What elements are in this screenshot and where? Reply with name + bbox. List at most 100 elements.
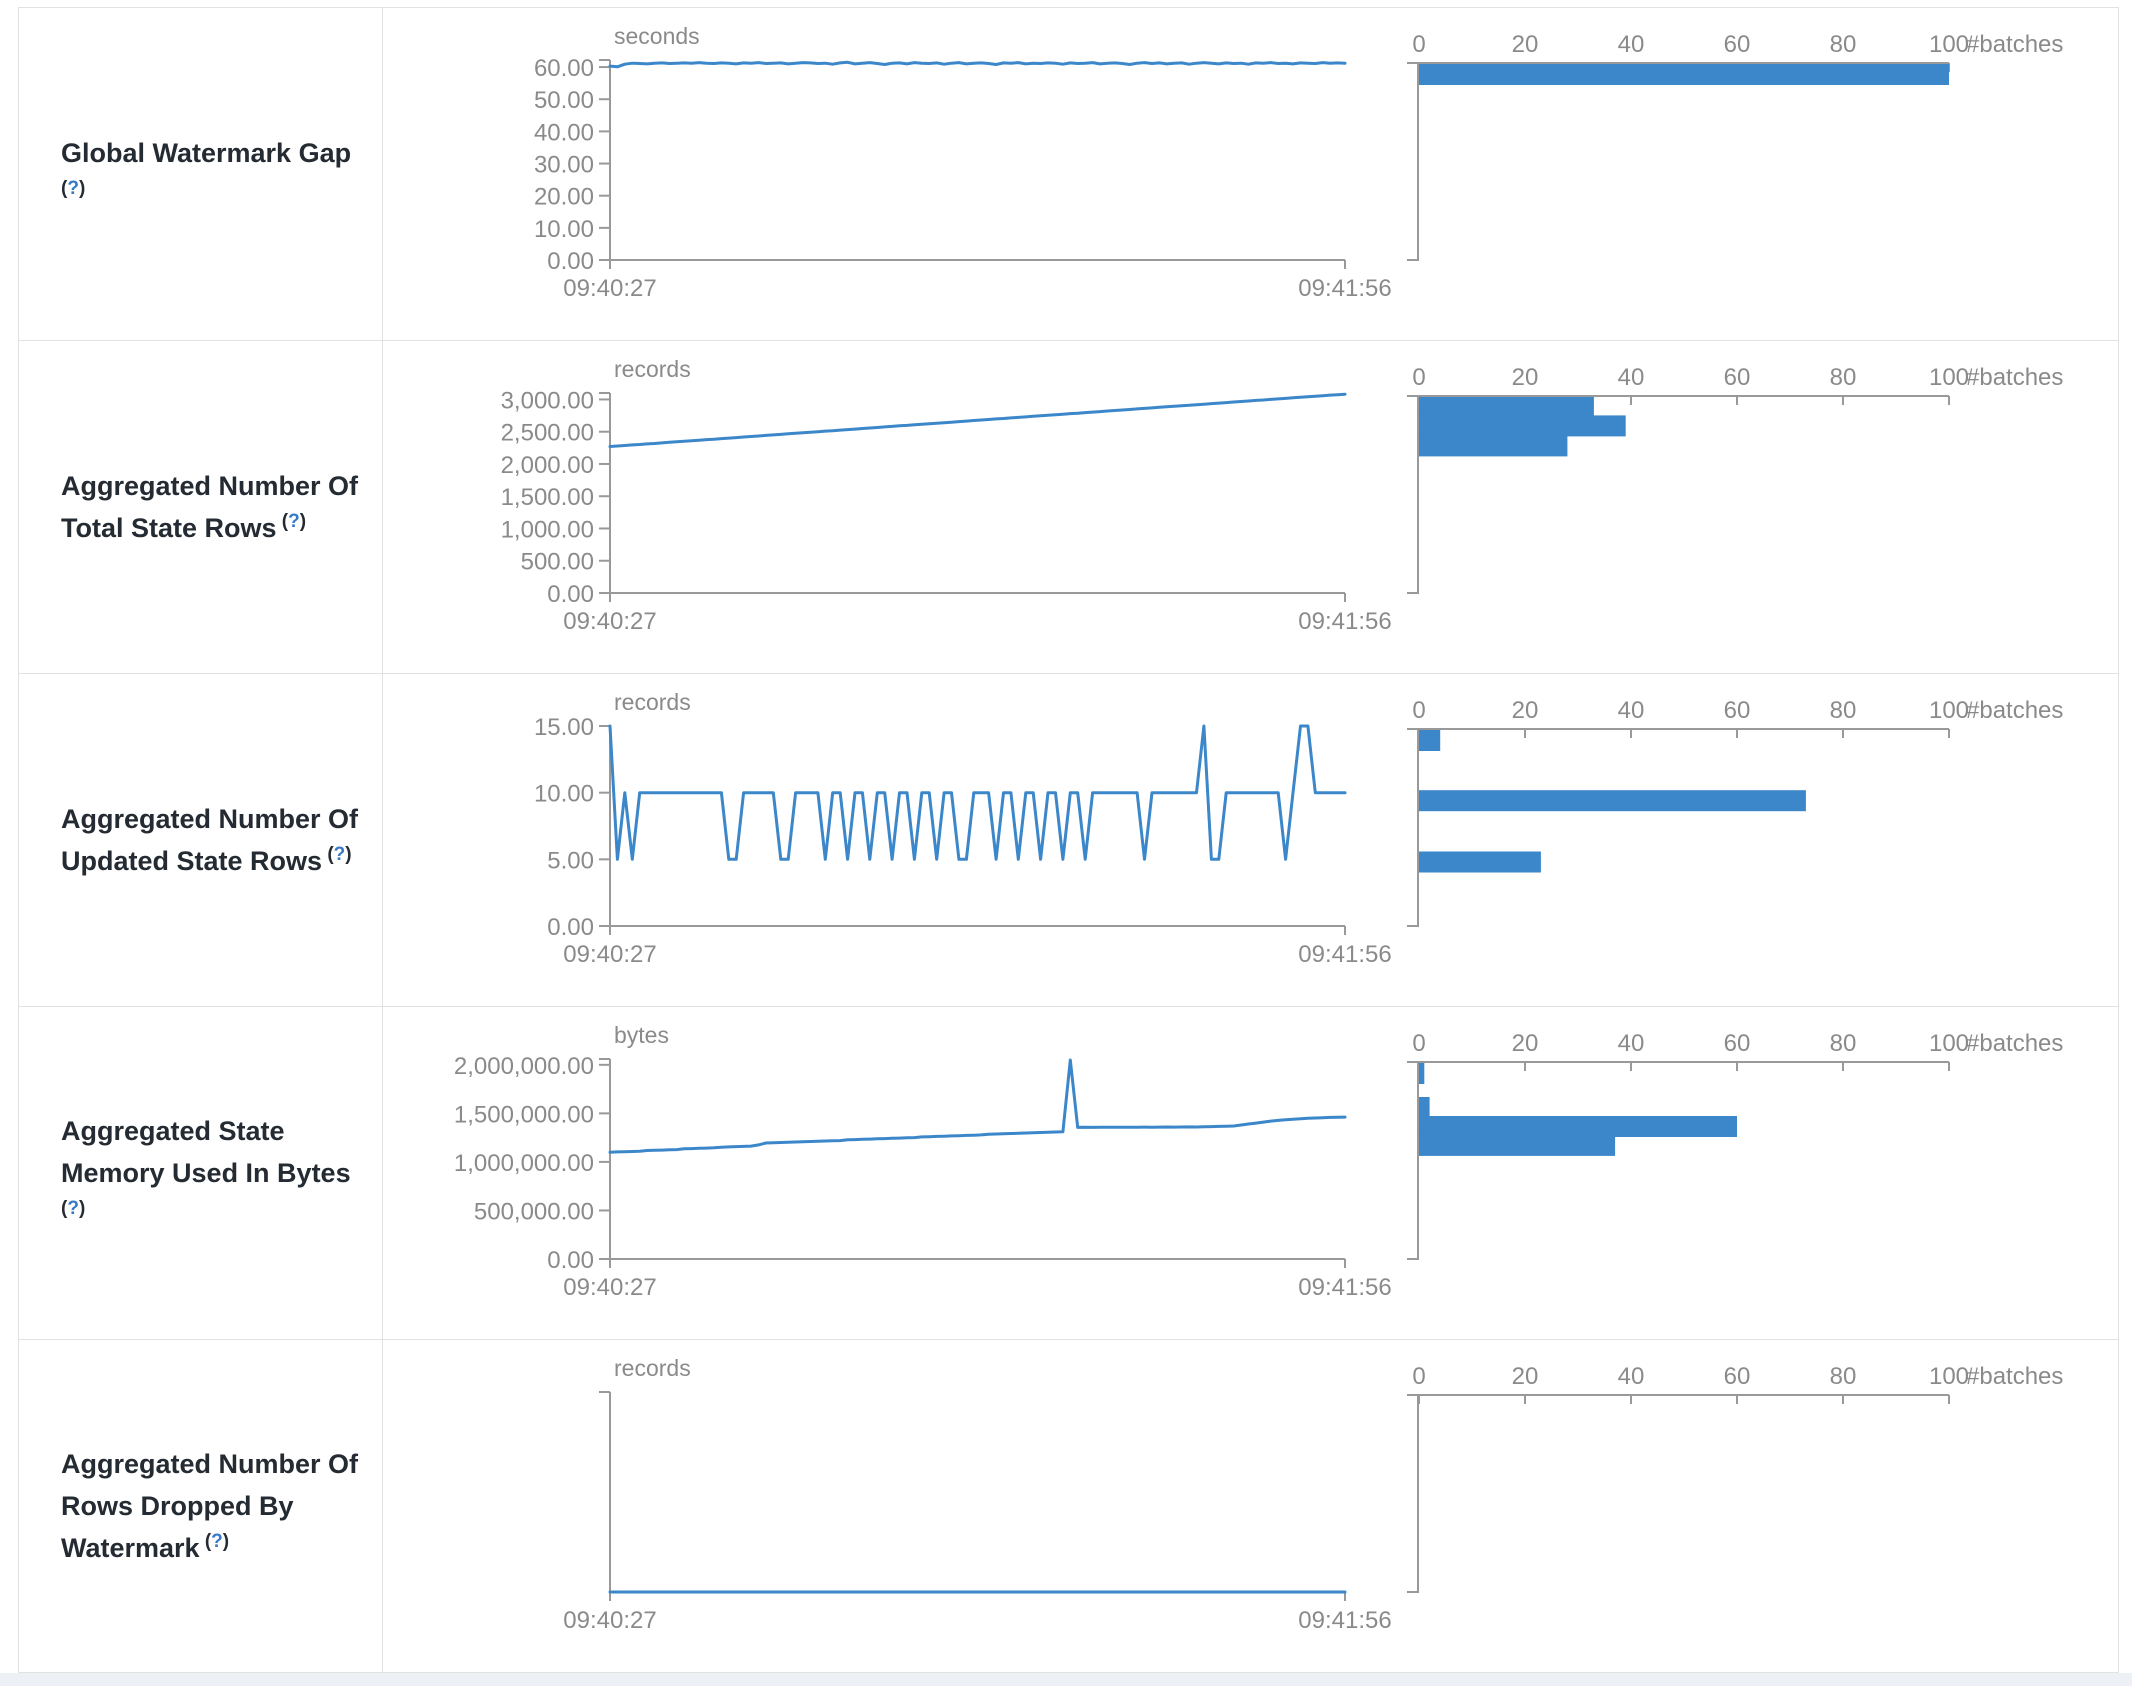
help-tooltip-marker[interactable]: (?) [199, 1531, 230, 1552]
y-tick-label: 500.00 [521, 549, 594, 576]
histogram-tick-label: 100 [1929, 1030, 1969, 1057]
x-axis-end-label: 09:41:56 [1298, 1274, 1391, 1301]
unit-label: records [614, 356, 691, 382]
timeline-series-line [608, 724, 1347, 861]
metric-label-cell: Global Watermark Gap (?) [19, 8, 383, 340]
metric-charts-svg: records 09:40:27 09:41:56 0 20 40 60 80 100#batc… [563, 1355, 2063, 1634]
metric-label-cell: Aggregated Number Of Updated State Rows … [19, 674, 383, 1006]
line-chart-axes [609, 1059, 1345, 1260]
y-tick-label: 10.00 [534, 216, 594, 243]
x-axis-end-label: 09:41:56 [1298, 941, 1391, 968]
histogram-tick-label: 0 [1412, 697, 1425, 724]
line-chart-axes [609, 1392, 1345, 1593]
timeline-series-line [608, 392, 1347, 448]
histogram-tick-label: 80 [1830, 1363, 1857, 1390]
histogram-tick-label: 60 [1724, 1030, 1751, 1057]
histogram-bar [1419, 1097, 1430, 1118]
histogram-tick-label: 0 [1412, 31, 1425, 58]
histogram-unit-label: #batches [1966, 697, 2063, 724]
y-tick-label: 30.00 [534, 152, 594, 179]
y-tick-label: 5.00 [547, 847, 594, 874]
histogram-tick-label: 20 [1512, 364, 1539, 391]
histogram-tick-label: 80 [1830, 364, 1857, 391]
footer-strip [0, 1673, 2132, 1686]
histogram-tick-label: 20 [1512, 31, 1539, 58]
y-tick-label: 1,000,000.00 [454, 1150, 594, 1177]
x-axis-start-label: 09:40:27 [563, 1607, 656, 1634]
histogram-tick-label: 60 [1724, 697, 1751, 724]
histogram-bar [1419, 790, 1806, 812]
histogram-tick-label: 0 [1412, 364, 1425, 391]
histogram-bar [1419, 851, 1541, 873]
timeline-series-line [608, 60, 1347, 69]
metric-label-text: Global Watermark Gap [61, 138, 352, 168]
metric-label: Aggregated Number Of Updated State Rows … [61, 798, 360, 882]
question-mark-icon: ? [288, 511, 300, 532]
y-tick-label: 20.00 [534, 184, 594, 211]
histogram-tick-label: 100 [1929, 697, 1969, 724]
line-chart-axes [609, 60, 1345, 261]
histogram-bar [1419, 397, 1594, 418]
y-tick-label: 0.00 [547, 914, 594, 941]
help-tooltip-marker[interactable]: (?) [61, 1198, 86, 1219]
metric-row: Aggregated State Memory Used In Bytes (?… [19, 1007, 2118, 1340]
unit-label: records [614, 1355, 691, 1381]
unit-label: bytes [614, 1022, 669, 1048]
y-tick-label: 0.00 [547, 1247, 594, 1274]
histogram-tick-label: 40 [1618, 1030, 1645, 1057]
y-tick-label: 1,500,000.00 [454, 1101, 594, 1128]
line-chart-axes [609, 393, 1345, 594]
x-axis-start-label: 09:40:27 [563, 1274, 656, 1301]
histogram-tick-label: 20 [1512, 697, 1539, 724]
histogram-bar [1419, 1134, 1616, 1156]
help-tooltip-marker[interactable]: (?) [61, 178, 86, 199]
metric-label-text: Aggregated Number Of Updated State Rows [61, 804, 359, 876]
histogram-tick-label: 40 [1618, 364, 1645, 391]
metric-label-cell: Aggregated State Memory Used In Bytes (?… [19, 1007, 383, 1339]
question-mark-icon: ? [211, 1531, 223, 1552]
y-tick-label: 3,000.00 [501, 387, 594, 414]
metric-charts-svg: seconds 60.00 50.00 40.00 30.00 20.00 10.00 0.0… [534, 23, 2063, 302]
y-tick-label: 2,000,000.00 [454, 1053, 594, 1080]
histogram-tick-label: 80 [1830, 1030, 1857, 1057]
y-tick-label: 60.00 [534, 55, 594, 82]
y-tick-label: 0.00 [547, 581, 594, 608]
metric-row: Aggregated Number Of Updated State Rows … [19, 674, 2118, 1007]
metric-label: Aggregated Number Of Rows Dropped By Wat… [61, 1443, 360, 1569]
histogram-tick-label: 20 [1512, 1363, 1539, 1390]
y-tick-label: 40.00 [534, 119, 594, 146]
help-tooltip-marker[interactable]: (?) [322, 844, 352, 865]
metric-label-cell: Aggregated Number Of Total State Rows (?… [19, 341, 383, 673]
histogram-tick-label: 60 [1724, 31, 1751, 58]
histogram-tick-label: 20 [1512, 1030, 1539, 1057]
histogram-tick-label: 0 [1412, 1030, 1425, 1057]
metric-label: Aggregated Number Of Total State Rows (?… [61, 465, 360, 549]
y-tick-label: 0.00 [547, 248, 594, 275]
metric-label-text: Aggregated Number Of Total State Rows [61, 471, 359, 543]
histogram-tick-label: 40 [1618, 1363, 1645, 1390]
metric-charts-cell: bytes 2,000,000.00 1,500,000.00 1,000,000.0… [383, 1007, 2118, 1339]
histogram-tick-label: 0 [1412, 1363, 1425, 1390]
question-mark-icon: ? [333, 844, 346, 865]
histogram-tick-label: 100 [1929, 31, 1969, 58]
x-axis-start-label: 09:40:27 [563, 608, 656, 635]
metric-charts-cell: records 15.00 10.00 5.00 0.00 09:40:27 09:41:5… [383, 674, 2118, 1006]
histogram-y-axis [1407, 728, 1419, 927]
metric-label: Aggregated State Memory Used In Bytes (?… [61, 1110, 360, 1236]
metric-row: Aggregated Number Of Rows Dropped By Wat… [19, 1340, 2118, 1673]
help-tooltip-marker[interactable]: (?) [276, 511, 307, 532]
histogram-y-axis [1407, 1394, 1419, 1593]
question-mark-icon: ? [67, 1198, 79, 1219]
y-tick-label: 500,000.00 [474, 1198, 594, 1225]
metric-label-text: Aggregated Number Of Rows Dropped By Wat… [61, 1449, 359, 1563]
histogram-bar [1419, 1116, 1737, 1137]
histogram-unit-label: #batches [1966, 1363, 2063, 1390]
y-tick-label: 1,500.00 [501, 484, 594, 511]
histogram-bar [1419, 64, 1949, 85]
histogram-tick-label: 80 [1830, 697, 1857, 724]
histogram-tick-label: 80 [1830, 31, 1857, 58]
y-tick-label: 10.00 [534, 781, 594, 808]
metric-charts-svg: records 3,000.00 2,500.00 2,000.00 1,500.00 1… [501, 356, 2064, 635]
metric-charts-svg: bytes 2,000,000.00 1,500,000.00 1,000,000.0… [454, 1022, 2064, 1301]
